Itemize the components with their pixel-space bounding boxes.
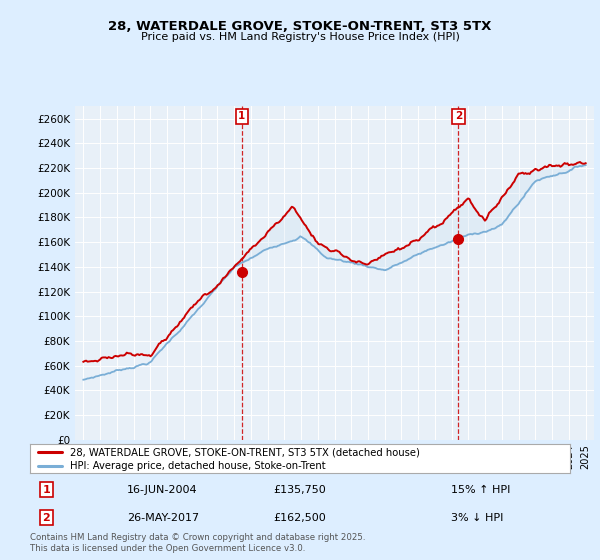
Text: 15% ↑ HPI: 15% ↑ HPI [451, 484, 511, 494]
Text: 1: 1 [238, 111, 245, 122]
Text: 2: 2 [455, 111, 462, 122]
Text: Contains HM Land Registry data © Crown copyright and database right 2025.
This d: Contains HM Land Registry data © Crown c… [30, 533, 365, 553]
Text: 28, WATERDALE GROVE, STOKE-ON-TRENT, ST3 5TX: 28, WATERDALE GROVE, STOKE-ON-TRENT, ST3… [109, 20, 491, 32]
Text: HPI: Average price, detached house, Stoke-on-Trent: HPI: Average price, detached house, Stok… [71, 461, 326, 471]
Text: £162,500: £162,500 [274, 513, 326, 522]
Text: 16-JUN-2004: 16-JUN-2004 [127, 484, 198, 494]
Text: £135,750: £135,750 [274, 484, 326, 494]
Text: 3% ↓ HPI: 3% ↓ HPI [451, 513, 503, 522]
Text: 1: 1 [43, 484, 50, 494]
Text: 28, WATERDALE GROVE, STOKE-ON-TRENT, ST3 5TX (detached house): 28, WATERDALE GROVE, STOKE-ON-TRENT, ST3… [71, 447, 421, 457]
Text: Price paid vs. HM Land Registry's House Price Index (HPI): Price paid vs. HM Land Registry's House … [140, 32, 460, 43]
Text: 2: 2 [43, 513, 50, 522]
Text: 26-MAY-2017: 26-MAY-2017 [127, 513, 199, 522]
